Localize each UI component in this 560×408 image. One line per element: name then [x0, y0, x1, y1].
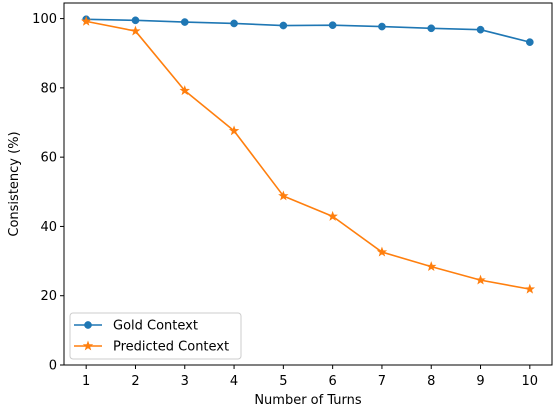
series-line [86, 18, 531, 43]
x-axis-ticks: 1 2 3 4 5 6 7 8 9 10 [82, 365, 538, 389]
legend-label: Predicted Context [113, 340, 229, 355]
data-point [278, 190, 289, 201]
data-point [327, 210, 338, 221]
series-0 [82, 15, 534, 46]
legend-marker [82, 340, 94, 351]
x-tick-label: 6 [329, 374, 337, 389]
x-tick-label: 7 [378, 374, 386, 389]
data-point [427, 24, 436, 33]
x-tick-label: 1 [82, 374, 90, 389]
y-axis-ticks: 0 20 40 60 80 100 [32, 12, 64, 374]
data-point [230, 19, 238, 28]
x-tick-label: 10 [522, 374, 539, 389]
data-point [376, 246, 388, 257]
data-point [328, 21, 337, 30]
x-tick-label: 2 [131, 374, 139, 389]
data-point [80, 15, 92, 26]
x-axis-label: Number of Turns [254, 393, 362, 408]
x-tick-label: 3 [181, 374, 189, 389]
x-tick-label: 4 [230, 374, 238, 389]
series-1 [80, 15, 536, 294]
y-axis-label: Consistency (%) [7, 131, 22, 236]
y-tick-label: 0 [49, 359, 57, 374]
data-point [378, 22, 386, 31]
y-tick-label: 60 [40, 151, 57, 166]
legend: Gold Context Predicted Context [69, 312, 242, 360]
data-point [475, 274, 486, 285]
plot-frame [63, 2, 553, 366]
series-line [86, 20, 530, 290]
data-point [279, 21, 288, 30]
data-point [179, 85, 190, 96]
legend-box [69, 312, 242, 360]
series-layer [80, 15, 536, 294]
y-tick-label: 40 [40, 220, 57, 235]
data-point [130, 25, 141, 36]
y-tick-label: 20 [40, 289, 57, 304]
data-point [180, 18, 189, 26]
data-point [426, 261, 437, 272]
x-tick-label: 9 [476, 374, 484, 389]
data-point [476, 25, 485, 34]
x-tick-label: 8 [427, 374, 435, 389]
y-tick-label: 80 [40, 81, 57, 96]
data-point [131, 16, 140, 25]
data-point [228, 125, 240, 136]
data-point [525, 38, 534, 46]
x-tick-label: 5 [279, 374, 287, 389]
legend-label: Gold Context [113, 319, 198, 334]
y-tick-label: 100 [32, 12, 57, 27]
data-point [524, 283, 536, 294]
legend-marker [84, 321, 92, 329]
